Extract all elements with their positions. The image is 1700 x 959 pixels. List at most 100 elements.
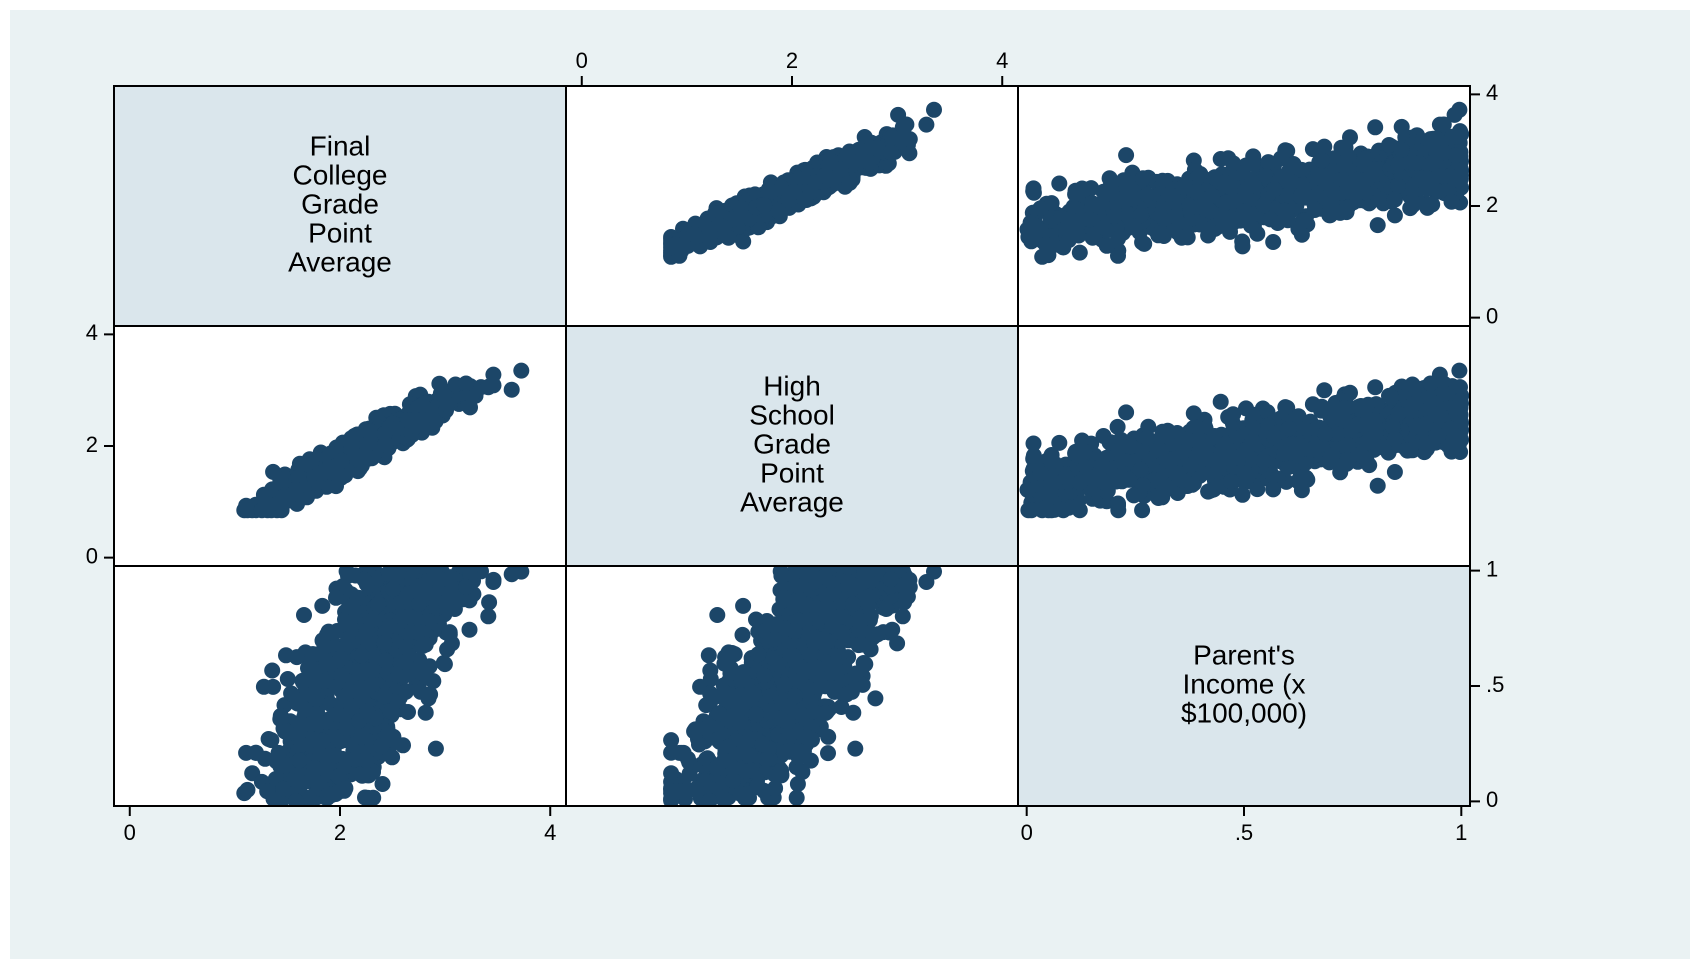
data-point (1443, 443, 1460, 460)
data-point (279, 671, 296, 687)
data-point (1390, 156, 1407, 173)
data-point (1367, 379, 1384, 396)
data-point (1276, 202, 1293, 219)
data-point (1430, 427, 1447, 444)
data-point (1390, 405, 1407, 422)
data-point (1442, 168, 1459, 184)
data-point (1404, 376, 1421, 393)
data-point (272, 711, 289, 728)
data-point (1255, 197, 1272, 214)
data-point (856, 129, 873, 145)
data-point (756, 197, 773, 214)
data-point (1317, 174, 1334, 191)
data-point (1109, 418, 1126, 435)
data-point (1076, 443, 1093, 460)
data-point (1076, 181, 1093, 198)
data-point (384, 731, 401, 748)
data-point (1150, 490, 1167, 506)
diagonal-cell-1 (566, 326, 1018, 566)
data-point (1037, 236, 1054, 253)
data-point (1381, 137, 1397, 153)
data-point (1135, 170, 1151, 187)
data-point (414, 665, 431, 682)
data-point (342, 683, 359, 700)
data-point (1314, 152, 1330, 169)
data-point (1451, 101, 1468, 118)
data-point (338, 720, 355, 737)
data-point (358, 436, 375, 453)
data-point (1223, 473, 1239, 490)
data-point (1444, 128, 1461, 145)
data-point (340, 567, 356, 584)
data-point (239, 781, 256, 798)
data-point (926, 101, 942, 118)
data-point (1197, 191, 1214, 208)
data-point (365, 789, 382, 806)
data-point (1293, 161, 1310, 178)
data-point (1058, 220, 1075, 237)
data-point (832, 161, 849, 178)
data-point (439, 396, 456, 413)
data-point (1095, 474, 1112, 491)
data-point (1418, 169, 1435, 186)
data-point (1352, 183, 1369, 200)
data-point (439, 641, 456, 658)
data-point (314, 732, 331, 749)
data-point (1255, 452, 1272, 469)
points-income-vs-college_gpa (236, 566, 530, 806)
data-point (1212, 393, 1229, 410)
data-point (1228, 428, 1245, 445)
data-point (312, 465, 329, 482)
data-point (1336, 399, 1353, 416)
data-point (306, 664, 323, 680)
data-point (918, 116, 935, 133)
data-point (1223, 210, 1239, 227)
data-point (1139, 430, 1156, 446)
data-point (882, 144, 899, 161)
data-point (1175, 179, 1192, 196)
data-point (438, 594, 454, 611)
data-point (309, 774, 326, 791)
data-point (1336, 156, 1353, 173)
data-point (1422, 131, 1439, 148)
data-point (1185, 405, 1202, 422)
data-point (1222, 223, 1238, 240)
data-point (1114, 438, 1131, 455)
data-point (1182, 457, 1199, 474)
data-point (1121, 471, 1138, 488)
data-point (359, 574, 376, 591)
data-point (458, 375, 474, 392)
data-point (264, 662, 281, 679)
data-point (1279, 187, 1296, 204)
data-point (1071, 244, 1088, 261)
data-point (327, 786, 344, 802)
data-point (1381, 387, 1397, 404)
data-point (1032, 465, 1049, 482)
data-point (480, 608, 497, 625)
data-point (409, 624, 426, 641)
data-point (388, 568, 405, 585)
data-point (1366, 412, 1383, 429)
data-point (1265, 234, 1282, 250)
data-point (295, 674, 312, 691)
data-point (427, 740, 444, 757)
data-point (1339, 183, 1356, 200)
data-point (1332, 464, 1349, 481)
points-hs_gpa-vs-college_gpa (236, 362, 530, 519)
data-point (343, 439, 360, 456)
data-point (701, 221, 718, 238)
data-point (308, 691, 325, 708)
data-point (401, 412, 418, 429)
data-point (346, 751, 363, 768)
data-point (1225, 406, 1242, 423)
data-point (1436, 385, 1453, 402)
data-point (259, 783, 276, 800)
data-point (1110, 230, 1126, 247)
data-point (1367, 119, 1384, 136)
data-point (1110, 495, 1126, 512)
data-point (513, 566, 530, 580)
data-point (1118, 147, 1135, 164)
data-point (414, 397, 431, 414)
data-point (1025, 180, 1042, 197)
data-point (1266, 428, 1283, 445)
